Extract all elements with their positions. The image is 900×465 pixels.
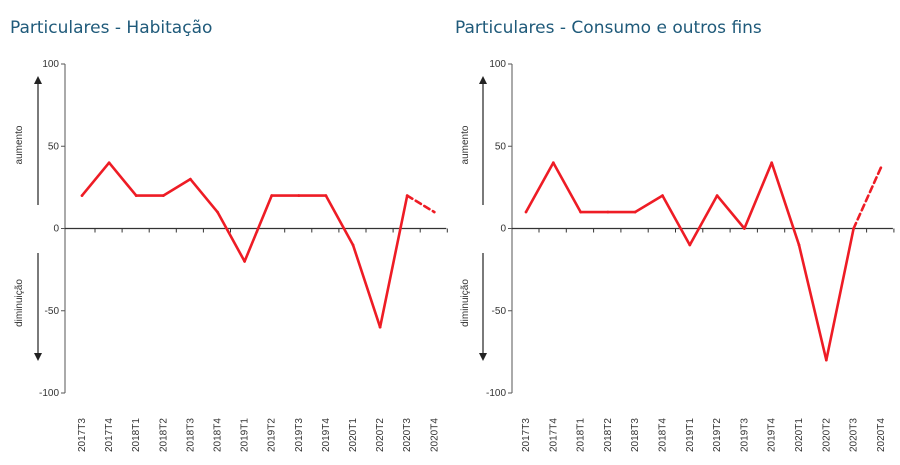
data-point (770, 161, 773, 164)
series-segment (80, 161, 111, 197)
series-segment (551, 161, 582, 214)
y-tick-label: 0 (500, 224, 506, 235)
series-segment (351, 243, 382, 329)
x-tick-label: 2018T1 (576, 418, 587, 452)
x-tick-label: 2018T1 (131, 418, 142, 452)
x-tick-label: 2017T4 (104, 418, 115, 452)
series-segment (633, 194, 664, 214)
series-segment (189, 177, 219, 214)
x-tick-label: 2018T2 (158, 418, 169, 452)
data-point (80, 194, 84, 197)
x-tick-label: 2019T3 (739, 418, 750, 452)
data-point (433, 210, 436, 214)
data-point (852, 227, 855, 230)
up-label: aumento (14, 125, 25, 164)
up-label: aumento (460, 125, 471, 164)
series-segment (661, 194, 692, 247)
series-segment-projected (852, 166, 883, 230)
y-tick-label: -100 (486, 388, 506, 399)
data-point (405, 194, 409, 197)
data-point (552, 161, 555, 164)
data-point (134, 194, 138, 197)
y-tick-label: -100 (39, 388, 59, 399)
series-segment-projected (405, 194, 436, 214)
data-point (661, 194, 664, 197)
y-tick-label: 50 (48, 141, 60, 152)
series-segment (216, 210, 246, 263)
series-segment (797, 243, 828, 362)
down-label: diminuição (460, 279, 471, 327)
data-point (879, 166, 883, 169)
x-tick-label: 2019T2 (267, 418, 278, 452)
data-point (524, 210, 528, 214)
chart-title-consumo: Particulares - Consumo e outros fins (455, 18, 762, 38)
series-segment (715, 194, 746, 230)
series-segment (243, 194, 274, 263)
series-segment (107, 161, 138, 197)
x-tick-label: 2020T4 (429, 418, 440, 452)
x-tick-label: 2019T2 (712, 418, 723, 452)
x-tick-label: 2019T3 (294, 418, 305, 452)
chart-title-habitacao: Particulares - Habitação (10, 18, 213, 38)
data-point (216, 210, 219, 214)
x-tick-label: 2017T3 (521, 418, 532, 452)
data-point (825, 358, 828, 362)
data-point (243, 260, 246, 263)
y-tick-label: 100 (42, 59, 59, 70)
x-tick-label: 2020T4 (876, 418, 887, 452)
data-point (743, 227, 746, 230)
data-point (324, 194, 328, 197)
x-tick-label: 2018T4 (213, 418, 224, 452)
x-tick-label: 2019T1 (685, 418, 696, 452)
y-tick-label: 0 (53, 224, 59, 235)
x-tick-label: 2020T3 (402, 418, 413, 452)
y-tick-label: 50 (495, 141, 507, 152)
data-point (606, 210, 610, 214)
x-tick-label: 2018T2 (603, 418, 614, 452)
data-point (797, 243, 801, 247)
series-segment (770, 161, 801, 247)
x-tick-label: 2017T3 (77, 418, 88, 452)
data-point (715, 194, 719, 197)
y-tick-label: -50 (492, 306, 507, 317)
series-segment (378, 194, 409, 329)
data-point (633, 210, 637, 214)
data-point (378, 325, 382, 329)
data-point (162, 194, 165, 197)
series-segment (688, 194, 719, 247)
y-tick-label: -50 (45, 306, 60, 317)
data-point (270, 194, 274, 197)
data-point (107, 161, 111, 164)
x-tick-label: 2018T4 (658, 418, 669, 452)
data-point (297, 194, 301, 197)
x-tick-label: 2018T3 (185, 418, 196, 452)
series-segment (743, 161, 774, 230)
series-segment (324, 194, 355, 247)
data-point (688, 243, 692, 247)
y-tick-label: 100 (489, 59, 506, 70)
data-point (351, 243, 355, 247)
x-tick-label: 2019T4 (321, 418, 332, 452)
x-tick-label: 2020T2 (821, 418, 832, 452)
x-tick-label: 2020T3 (849, 418, 860, 452)
down-label: diminuição (14, 279, 25, 327)
x-tick-label: 2019T1 (240, 418, 251, 452)
x-tick-label: 2020T1 (794, 418, 805, 452)
data-point (189, 177, 192, 181)
x-tick-label: 2019T4 (767, 418, 778, 452)
series-segment (824, 227, 855, 362)
series-segment (162, 177, 192, 197)
x-tick-label: 2020T2 (375, 418, 386, 452)
data-point (579, 210, 582, 214)
x-tick-label: 2020T1 (348, 418, 359, 452)
x-tick-label: 2017T4 (548, 418, 559, 452)
series-segment (524, 161, 555, 214)
x-tick-label: 2018T3 (630, 418, 641, 452)
